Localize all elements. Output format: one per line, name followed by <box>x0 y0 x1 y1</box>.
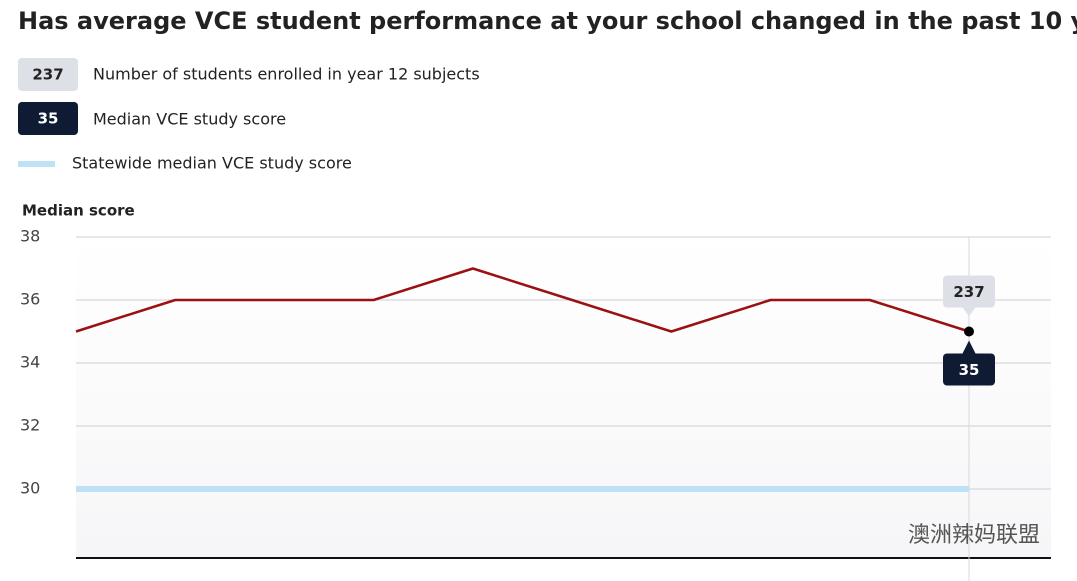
y-tick-label: 36 <box>20 290 40 309</box>
series-line <box>75 267 970 333</box>
tooltip-bottom-value: 35 <box>959 361 980 379</box>
tooltip-top-arrow <box>962 306 976 317</box>
legend-badge-value: 237 <box>32 66 63 84</box>
legend-badge <box>18 58 78 91</box>
y-tick-label: 38 <box>20 227 40 246</box>
y-axis-title: Median score <box>22 202 135 220</box>
tooltip-top-value: 237 <box>953 283 984 301</box>
y-tick-label: 32 <box>20 416 40 435</box>
legend-label: Statewide median VCE study score <box>72 154 352 173</box>
tooltip-bottom <box>943 353 995 386</box>
tooltip-bottom-arrow <box>962 340 976 355</box>
watermark: 澳洲辣妈联盟 <box>908 523 1040 548</box>
legend-badge-value: 35 <box>38 110 59 128</box>
y-tick-label: 30 <box>20 479 40 498</box>
legend-label: Median VCE study score <box>93 110 286 129</box>
point <box>964 326 974 337</box>
tooltip-top <box>943 275 995 308</box>
y-tick-label: 34 <box>20 353 40 372</box>
legend-badge <box>18 102 78 135</box>
legend-label: Number of students enrolled in year 12 s… <box>93 65 480 84</box>
chart-title: Has average VCE student performance at y… <box>18 7 1077 35</box>
plot-background <box>76 237 1051 558</box>
